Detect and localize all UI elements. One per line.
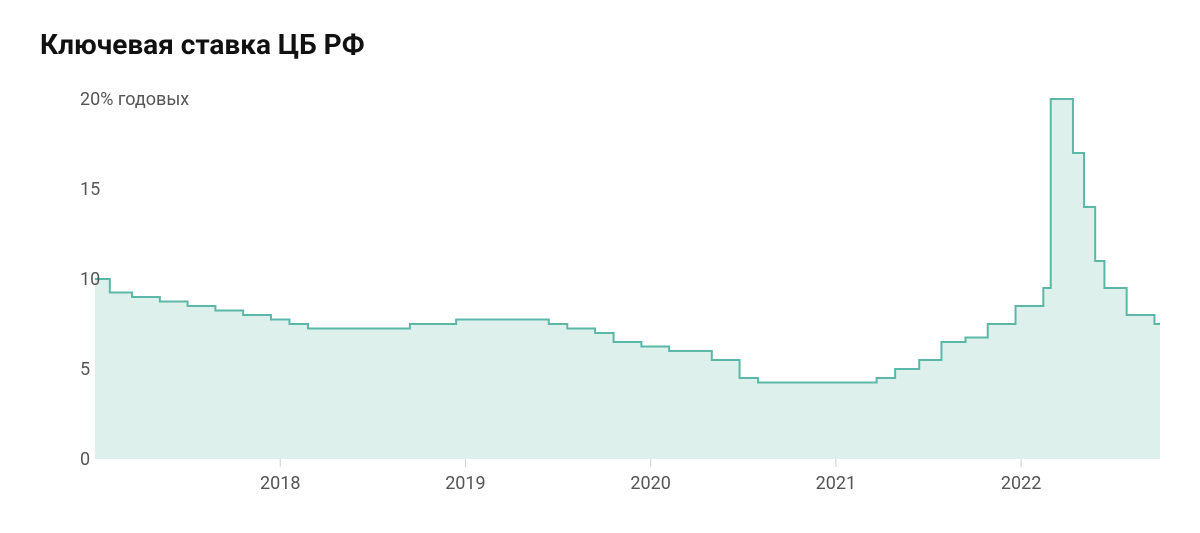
y-tick-label: 10 <box>80 269 100 290</box>
x-tick-label: 2022 <box>1001 473 1041 494</box>
area-fill <box>95 99 1160 459</box>
chart-area: 0 5 10 15 20% годовых 2018 2019 2020 2021 2022 <box>40 79 1160 499</box>
x-tick-label: 2018 <box>260 473 300 494</box>
y-tick-label: 20% годовых <box>80 89 189 110</box>
x-tick-label: 2020 <box>630 473 670 494</box>
chart-svg: 0 5 10 15 20% годовых 2018 2019 2020 2021 2022 <box>40 79 1160 499</box>
x-tick-label: 2021 <box>816 473 856 494</box>
y-tick-label: 0 <box>80 449 90 470</box>
x-tick-label: 2019 <box>445 473 485 494</box>
y-tick-label: 15 <box>80 179 100 200</box>
chart-title: Ключевая ставка ЦБ РФ <box>40 28 1160 61</box>
y-tick-label: 5 <box>80 359 90 380</box>
